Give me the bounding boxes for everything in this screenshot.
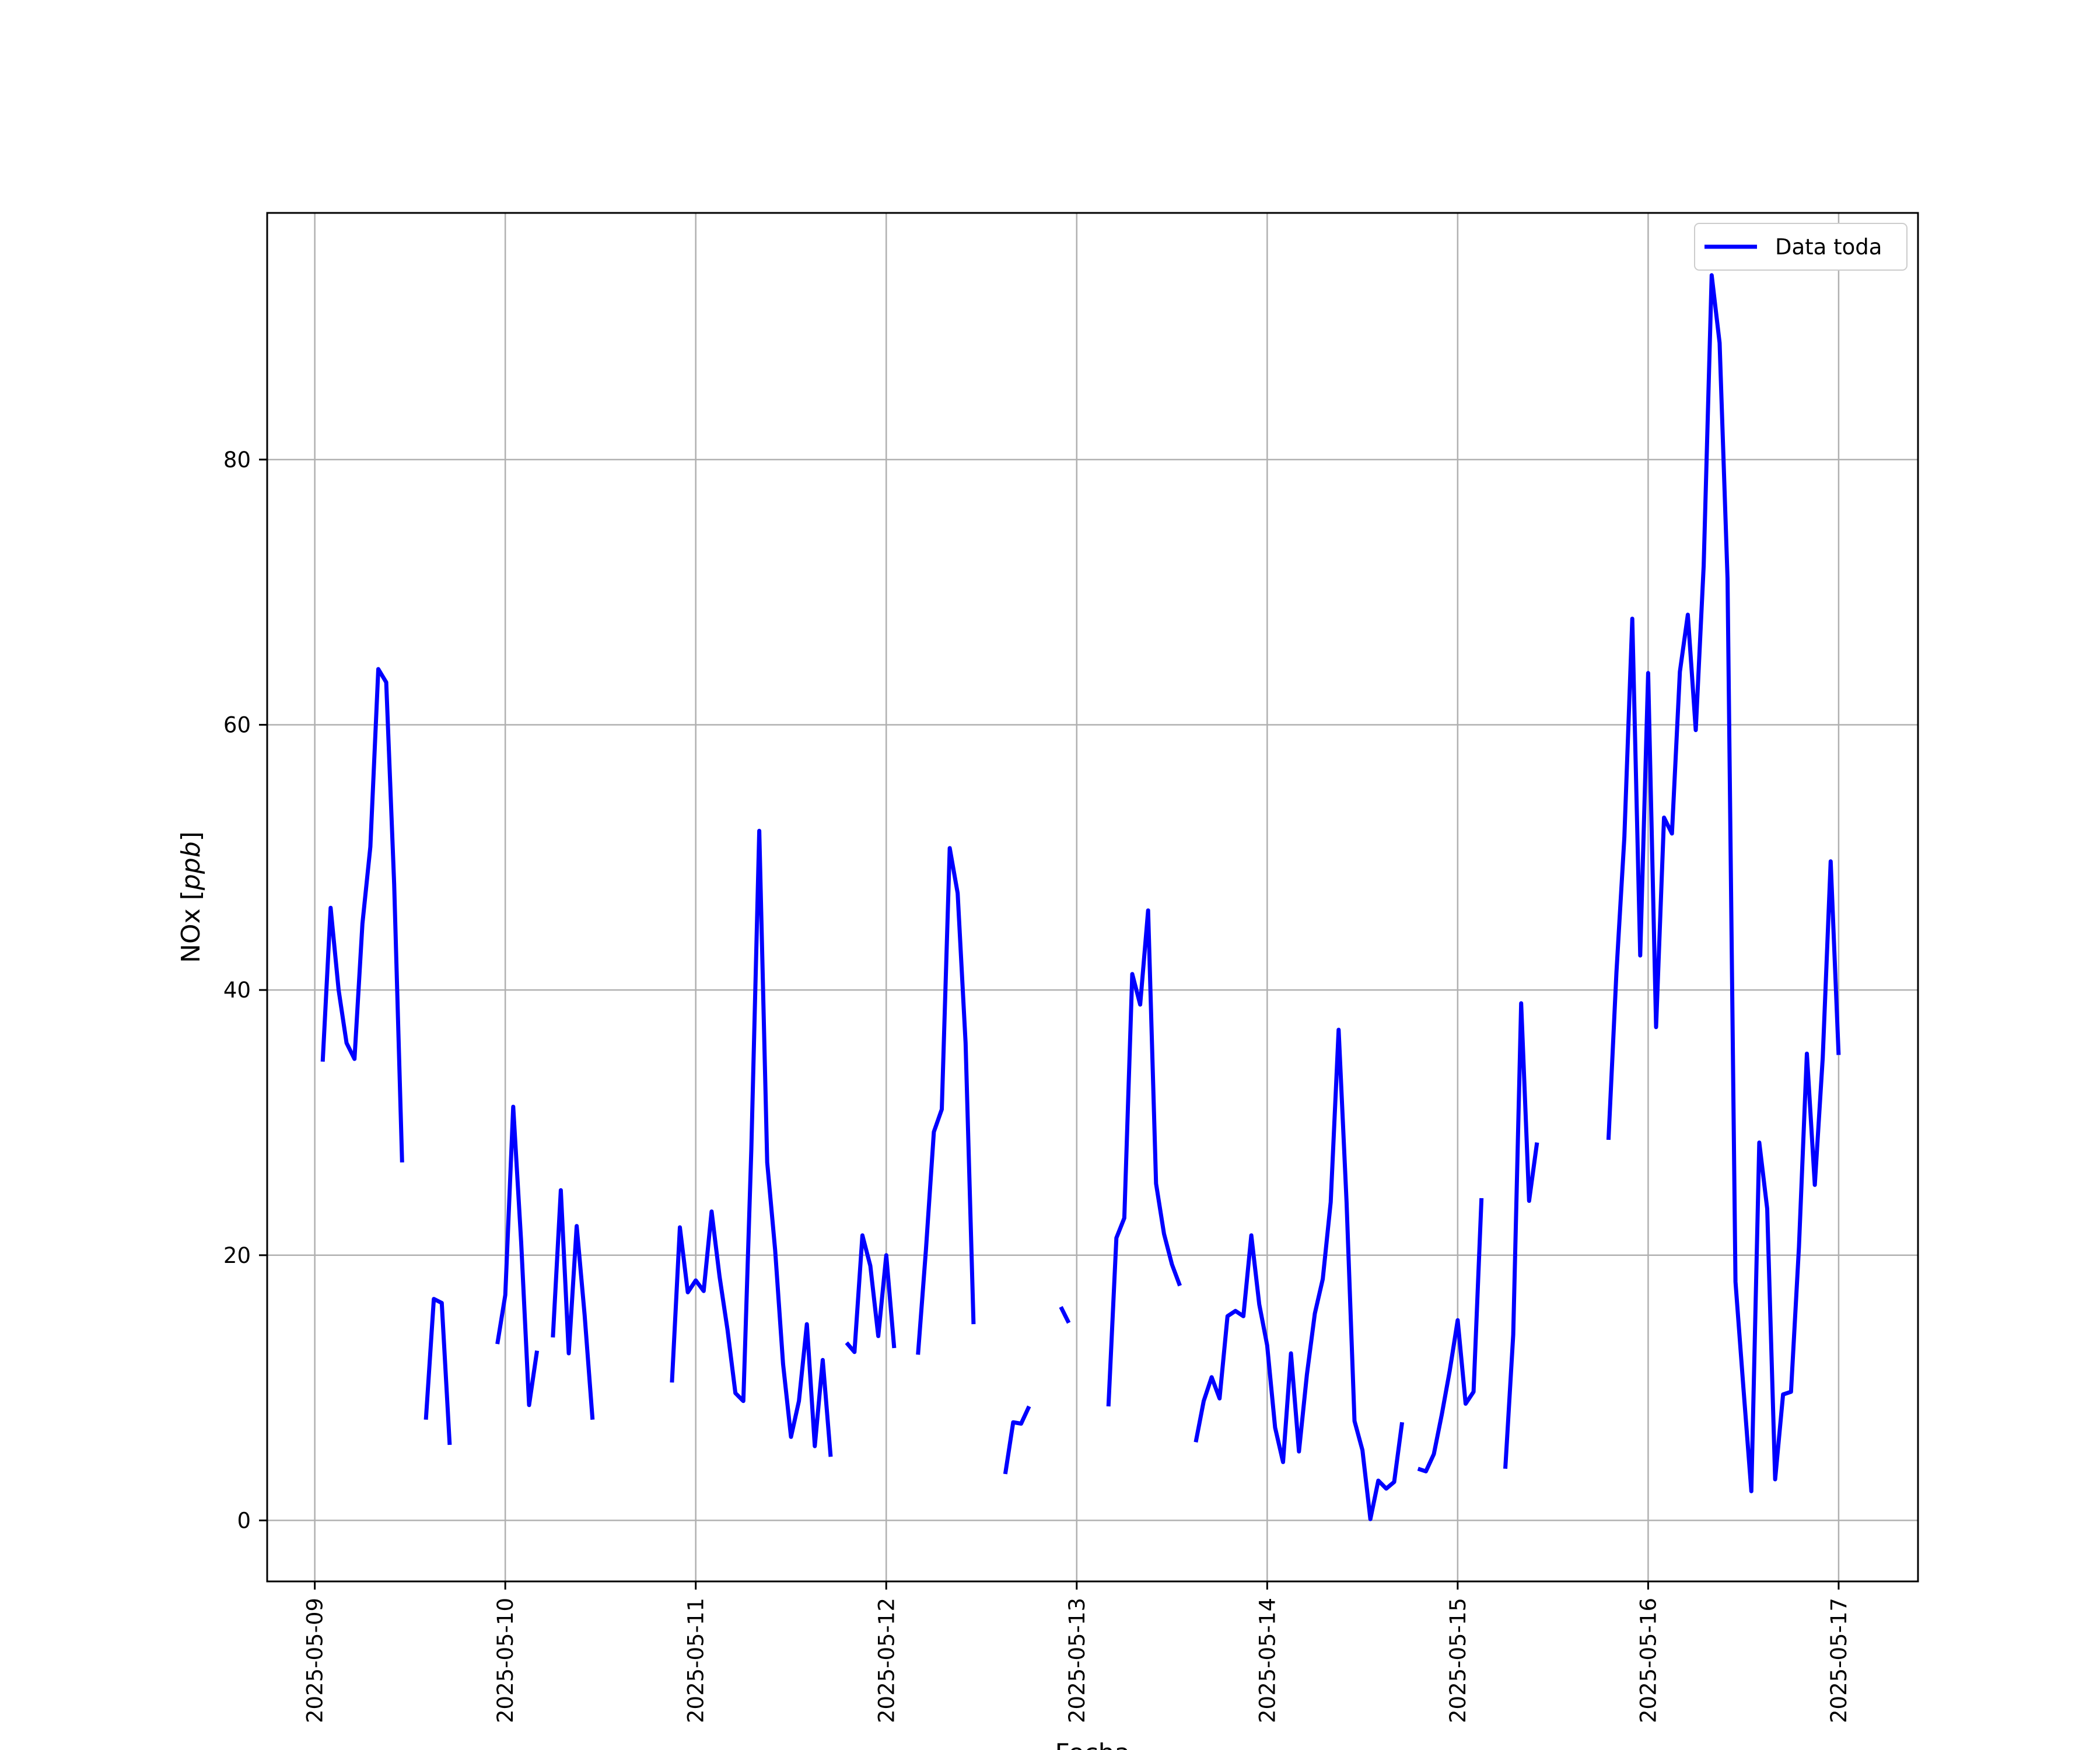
series-line-segment: [551, 1188, 595, 1420]
series-line-segment: [495, 1104, 540, 1408]
series-line-segment: [1503, 1001, 1539, 1469]
y-tick-label: 40: [223, 978, 251, 1003]
x-tick-label: 2025-05-16: [1636, 1598, 1661, 1723]
series-line-segment: [1106, 908, 1182, 1407]
x-axis: 2025-05-09 2025-05-10 2025-05-11 2025-05-12…: [303, 1581, 1852, 1723]
y-axis-title-prefix: NOx [: [176, 890, 206, 963]
series-line-segment: [916, 846, 976, 1355]
x-tick-label: 2025-05-12: [874, 1598, 899, 1723]
series-line-segment: [1059, 1306, 1071, 1324]
y-axis-title-suffix: ]: [176, 831, 206, 841]
y-tick-label: 60: [223, 712, 251, 737]
series-line-segment: [1606, 273, 1841, 1493]
plot-area: [267, 213, 1918, 1581]
plot-frame: [266, 212, 1919, 1583]
x-tick-label: 2025-05-09: [303, 1598, 328, 1723]
y-axis: 0 20 40 60 80: [223, 447, 267, 1533]
x-tick-label: 2025-05-10: [493, 1598, 518, 1723]
y-tick-label: 80: [223, 447, 251, 473]
y-axis-title-unit: ppb: [176, 841, 206, 891]
grid: [267, 213, 1918, 1581]
series-line-segment: [845, 1233, 897, 1354]
series-layer: [320, 273, 1841, 1521]
x-tick-label: 2025-05-13: [1065, 1598, 1090, 1723]
x-tick-label: 2025-05-15: [1446, 1598, 1471, 1723]
y-tick-label: 0: [237, 1508, 251, 1533]
series-line-segment: [1003, 1405, 1031, 1475]
series-line-segment: [1417, 1198, 1484, 1474]
legend-box: [1694, 223, 1908, 271]
y-axis-title: NOx [ppb]: [176, 831, 206, 963]
x-tick-label: 2025-05-11: [684, 1598, 709, 1723]
x-axis-title: Fecha: [1055, 1738, 1130, 1750]
series-line-segment: [670, 828, 833, 1457]
series-line-segment: [320, 667, 404, 1163]
legend-label: Data toda: [1775, 235, 1882, 260]
legend: Data toda: [1694, 223, 1908, 271]
series-line-segment: [1194, 1027, 1405, 1521]
x-tick-label: 2025-05-17: [1826, 1598, 1852, 1723]
series-line-segment: [424, 1297, 452, 1446]
x-tick-label: 2025-05-14: [1255, 1598, 1280, 1723]
y-tick-label: 20: [223, 1243, 251, 1268]
